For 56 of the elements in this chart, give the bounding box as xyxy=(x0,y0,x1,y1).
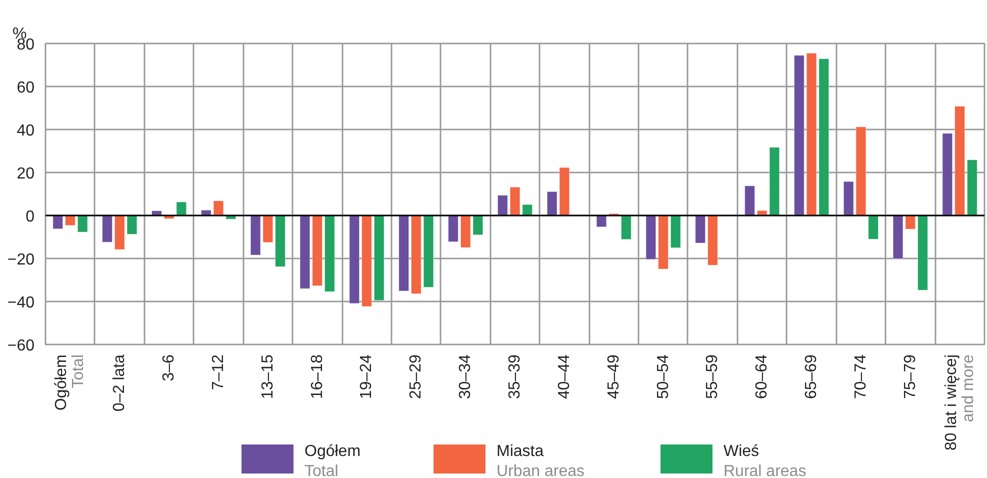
bar xyxy=(596,215,607,228)
bar xyxy=(312,215,323,286)
bar xyxy=(646,215,656,260)
y-tick-label: 60 xyxy=(16,80,35,96)
bar xyxy=(954,106,965,216)
bar xyxy=(966,160,978,216)
y-tick-label: 0 xyxy=(26,208,35,226)
x-tick-label: 80 lat i więcej and more xyxy=(942,354,977,451)
x-tick-label: 55–59 xyxy=(704,354,722,399)
y-tick-label: −40 xyxy=(7,294,35,312)
x-tick-label: 70–74 xyxy=(852,354,870,399)
bar xyxy=(102,215,112,242)
bar xyxy=(942,133,953,216)
x-tick-label: 19–24 xyxy=(358,354,376,399)
x-tick-label: 35–39 xyxy=(506,354,524,399)
bar xyxy=(300,215,310,289)
bar xyxy=(918,215,928,290)
x-tick-label: 13–15 xyxy=(259,354,276,399)
y-tick-label: 20 xyxy=(16,166,35,182)
bar xyxy=(868,215,878,240)
bar xyxy=(670,215,681,248)
x-tick-label: Ogółem Total xyxy=(53,354,88,411)
bar xyxy=(52,215,64,230)
legend-label: Ogółem Total xyxy=(304,443,361,478)
bar xyxy=(448,215,458,242)
x-tick-label: 7–12 xyxy=(210,354,227,390)
y-tick-label: 40 xyxy=(16,122,35,140)
bar xyxy=(349,215,360,304)
bar xyxy=(707,215,718,266)
x-tick-label: 40–44 xyxy=(556,354,573,399)
x-tick-label: 0–2 lata xyxy=(111,354,128,412)
x-tick-label: 45–49 xyxy=(605,354,622,399)
bar xyxy=(621,215,632,240)
x-tick-label: 75–79 xyxy=(902,354,919,399)
legend-label: Miasta Urban areas xyxy=(496,443,585,478)
bar xyxy=(176,202,187,216)
x-tick-label: 65–69 xyxy=(803,354,820,399)
bar xyxy=(398,215,409,292)
bar xyxy=(695,215,706,244)
x-tick-label: 50–54 xyxy=(654,354,672,399)
bar xyxy=(744,186,755,216)
x-tick-label: 3–6 xyxy=(160,354,178,382)
legend-label: Wieś Rural areas xyxy=(724,443,806,478)
bar xyxy=(77,215,88,232)
x-tick-label: 25–29 xyxy=(408,354,425,399)
bar xyxy=(794,55,804,216)
bar xyxy=(374,215,384,301)
x-tick-label: 30–34 xyxy=(457,354,474,399)
x-tick-label: 16–18 xyxy=(308,354,326,399)
bar xyxy=(324,215,335,292)
y-tick-label: −20 xyxy=(7,252,35,268)
bar xyxy=(658,215,668,270)
y-tick-label: −60 xyxy=(7,338,35,354)
x-tick-label: 60–64 xyxy=(754,354,771,399)
bar xyxy=(362,215,372,307)
bar xyxy=(275,215,286,267)
